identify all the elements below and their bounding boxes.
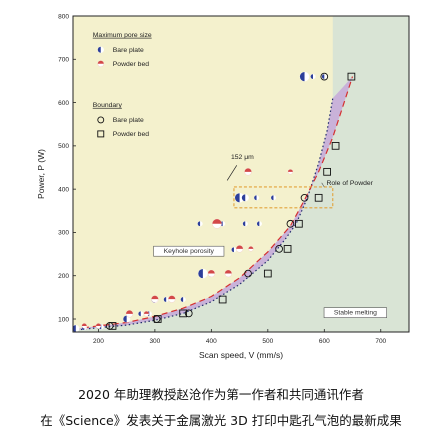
boundary-marker-bare-plate: [320, 72, 329, 81]
legend-marker-powder-bed-pore: [97, 60, 104, 67]
powder-bed-boundary-curve: [73, 76, 354, 330]
pore-marker-powder-bed: [95, 323, 102, 329]
axes: 200 300 400 500 600 700 100 200 300 400 500 600 700 8…: [58, 13, 386, 345]
legend-label-bare-plate-pore: Bare plate: [113, 47, 144, 54]
x-tick-label: 500: [262, 338, 273, 345]
pore-marker-powder-bed: [235, 245, 244, 253]
legend-title-pore-size: Maximum pore size: [93, 32, 152, 39]
data-points: [72, 71, 356, 333]
x-tick-label: 600: [319, 338, 330, 345]
pore-marker-bare-plate: [138, 311, 144, 317]
region-label: Stable melting: [334, 310, 377, 317]
y-tick-label: 400: [58, 186, 69, 193]
chart-figure: 200 300 400 500 600 700 100 200 300 400 500 600 700 8…: [36, 13, 410, 360]
boundary-marker-bare-plate: [184, 309, 193, 318]
role-of-powder-label: Role of Powder: [326, 180, 373, 187]
pore-marker-bare-plate: [299, 71, 310, 82]
y-tick-label: 600: [58, 100, 69, 107]
boundary-marker-bare-plate: [244, 269, 252, 278]
pore-marker-powder-bed: [248, 246, 254, 252]
x-tick-label: 300: [149, 338, 160, 345]
pore-marker-bare-plate: [231, 247, 237, 253]
boundary-marker-powder-bed: [153, 315, 162, 323]
legend-marker-powder-bed-boundary: [97, 130, 105, 138]
pore-marker-powder-bed: [207, 269, 215, 278]
boundary-marker-powder-bed: [323, 167, 331, 176]
pore-marker-bare-plate: [234, 193, 245, 203]
pore-marker-bare-plate: [180, 296, 186, 303]
boundary-curves: [73, 76, 354, 331]
pore-marker-powder-bed: [168, 295, 176, 303]
pore-marker-bare-plate: [321, 74, 327, 80]
pore-marker-bare-plate: [256, 221, 262, 227]
pore-marker-powder-bed: [125, 310, 134, 318]
boundary-marker-powder-bed: [179, 309, 187, 318]
y-tick-label: 700: [58, 57, 69, 64]
pore-marker-powder-bed: [81, 323, 87, 329]
pore-marker-bare-plate: [253, 195, 260, 201]
y-tick-label: 200: [58, 273, 69, 280]
legend-title-boundary: Boundary: [93, 102, 123, 109]
legend-label-bare-plate-boundary: Bare plate: [113, 117, 144, 124]
pore-marker-powder-bed: [287, 169, 294, 175]
boundary-marker-bare-plate: [286, 219, 295, 228]
pore-marker-bare-plate: [270, 195, 277, 201]
legend-label-powder-bed-boundary: Powder bed: [113, 131, 149, 138]
boundary-marker-powder-bed: [108, 322, 117, 330]
pore-marker-bare-plate: [163, 296, 169, 303]
role-of-powder-pointer: [321, 182, 325, 188]
chart-svg: 200 300 400 500 600 700 100 200 300 400 500 600 700 8…: [36, 13, 410, 360]
pore-size-annotation: 152 μm: [231, 154, 254, 161]
boundary-marker-powder-bed: [314, 193, 323, 202]
pore-marker-bare-plate: [242, 221, 248, 227]
legend: Maximum pore size Bare plate Powder bed Bou…: [93, 32, 152, 138]
y-tick-label: 300: [58, 230, 69, 237]
pore-marker-powder-bed: [244, 168, 252, 176]
pore-marker-powder-bed: [151, 295, 159, 303]
region-label-box: [153, 245, 225, 257]
x-tick-label: 700: [375, 338, 386, 345]
y-tick-label: 100: [58, 316, 69, 323]
boundary-marker-powder-bed: [263, 269, 272, 278]
x-tick-label: 200: [93, 338, 104, 345]
boundary-marker-powder-bed: [218, 295, 227, 304]
x-tick-label: 400: [206, 338, 217, 345]
annotations: 152 μm Role of Powder Keyhole porosity Stab…: [153, 154, 387, 318]
region-label: Keyhole porosity: [164, 248, 215, 255]
pore-marker-powder-bed: [224, 269, 232, 278]
caption-line-2: 在《Science》发表关于金属激光 3D 打印中匙孔气泡的最新成果: [40, 413, 402, 428]
pore-marker-bare-plate: [241, 194, 249, 202]
y-tick-label: 500: [58, 143, 69, 150]
boundary-marker-powder-bed: [331, 142, 340, 150]
pore-size-pointer: [226, 165, 238, 181]
bare-plate-boundary-curve: [73, 98, 334, 331]
y-tick-label: 800: [58, 13, 69, 20]
plot-frame: [72, 15, 410, 333]
boundary-marker-bare-plate: [275, 245, 283, 253]
pore-marker-bare-plate: [198, 268, 208, 279]
x-axis-label: Scan speed, V (mm/s): [199, 350, 283, 360]
pore-marker-powder-bed: [143, 311, 150, 317]
caption-line-1: 2020 年助理教授赵沧作为第一作者和共同通讯作者: [78, 387, 364, 402]
pore-marker-bare-plate: [123, 315, 131, 323]
pore-marker-bare-plate: [197, 221, 203, 227]
legend-label-powder-bed-pore: Powder bed: [113, 61, 149, 68]
pore-marker-powder-bed: [212, 218, 222, 229]
boundary-marker-bare-plate: [300, 193, 309, 202]
legend-marker-bare-plate-pore: [97, 46, 104, 53]
y-axis-label: Power, P (W): [36, 149, 46, 199]
region-label-box: [323, 307, 387, 318]
boundary-marker-powder-bed: [283, 245, 292, 253]
legend-marker-bare-plate-boundary: [97, 116, 105, 124]
boundary-marker-powder-bed: [347, 72, 356, 81]
pore-marker-bare-plate: [310, 74, 316, 80]
boundary-marker-powder-bed: [295, 219, 303, 228]
